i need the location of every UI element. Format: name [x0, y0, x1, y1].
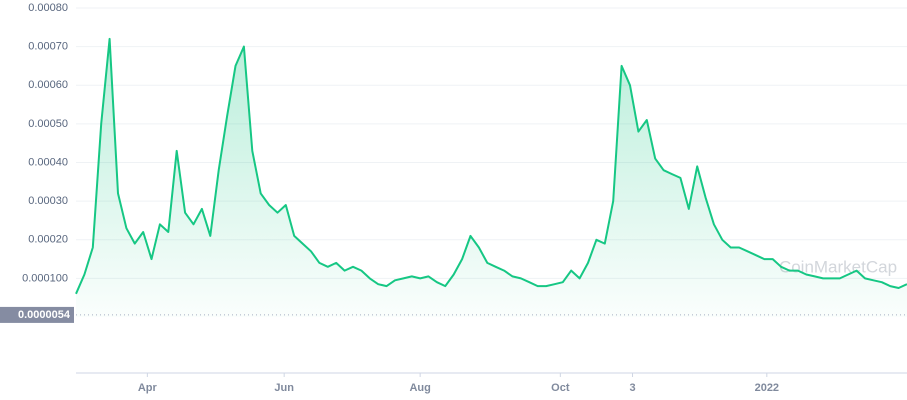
y-tick-label: 0.000100 [22, 272, 68, 284]
x-tick-label: Jun [274, 382, 294, 394]
y-tick-label: 0.00030 [28, 195, 68, 207]
x-tick-label: Aug [409, 382, 430, 394]
price-line [75, 37, 907, 295]
baseline-badge [0, 306, 74, 323]
y-tick-label: 0.00020 [28, 234, 68, 246]
x-tick-label: 2022 [755, 382, 779, 394]
area-fill [76, 38, 907, 318]
y-tick-label: 0.00060 [28, 79, 68, 91]
baseline-label: 0.0000054 [18, 309, 71, 321]
x-tick-label: Apr [138, 382, 158, 394]
y-tick-label: 0.00040 [28, 156, 68, 168]
y-tick-label: 0.00050 [28, 118, 68, 130]
y-tick-label: 0.00070 [28, 41, 68, 53]
y-tick-label: 0.00080 [28, 2, 68, 14]
watermark: CoinMarketCap [779, 257, 897, 276]
x-tick-label: 3 [629, 382, 635, 394]
x-tick-label: Oct [551, 382, 570, 394]
